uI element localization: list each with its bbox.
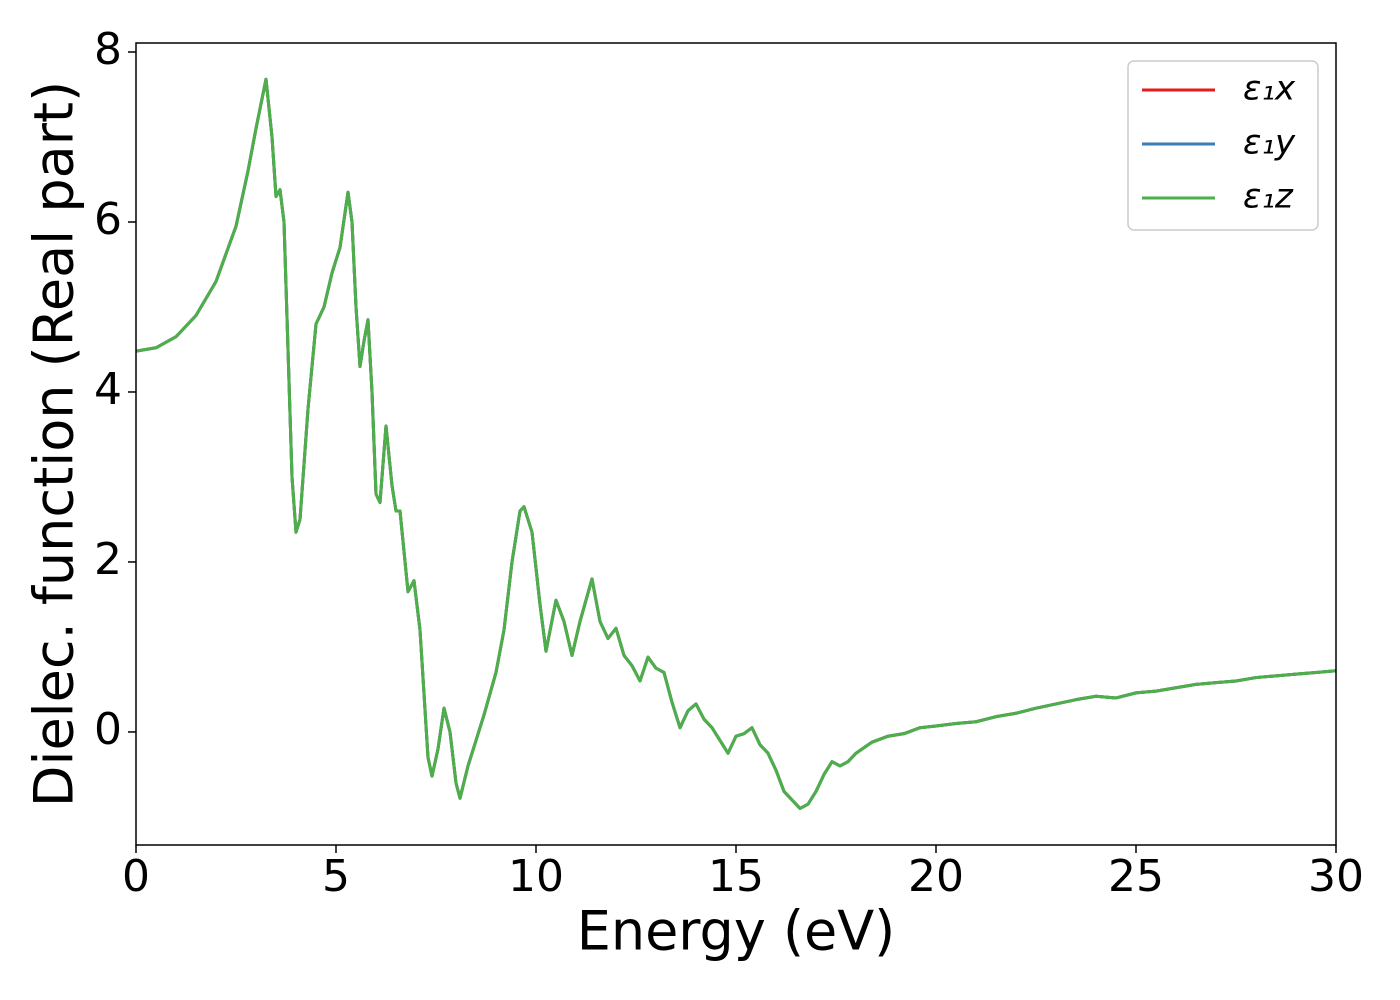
legend-label: ε₁x: [1243, 69, 1296, 109]
x-tick-label: 0: [122, 851, 150, 902]
x-tick-label: 15: [708, 851, 764, 902]
y-tick-label: 2: [94, 534, 122, 585]
x-tick-label: 5: [322, 851, 350, 902]
x-tick-label: 25: [1108, 851, 1164, 902]
plot-frame: [135, 42, 1337, 846]
series-line: [136, 77, 1336, 810]
y-tick-label: 4: [94, 364, 122, 415]
x-tick-label: 20: [908, 851, 964, 902]
x-tick-label: 30: [1308, 851, 1364, 902]
y-tick-label: 6: [94, 194, 122, 245]
x-axis-title: Energy (eV): [577, 900, 896, 963]
y-axis-title: Dielec. function (Real part): [23, 81, 86, 807]
y-tick-label: 8: [94, 24, 122, 75]
y-tick-label: 0: [94, 704, 122, 755]
x-tick-label: 10: [508, 851, 564, 902]
legend-box: [1127, 60, 1319, 231]
legend-label: ε₁z: [1243, 177, 1294, 217]
legend-label: ε₁y: [1243, 123, 1296, 163]
